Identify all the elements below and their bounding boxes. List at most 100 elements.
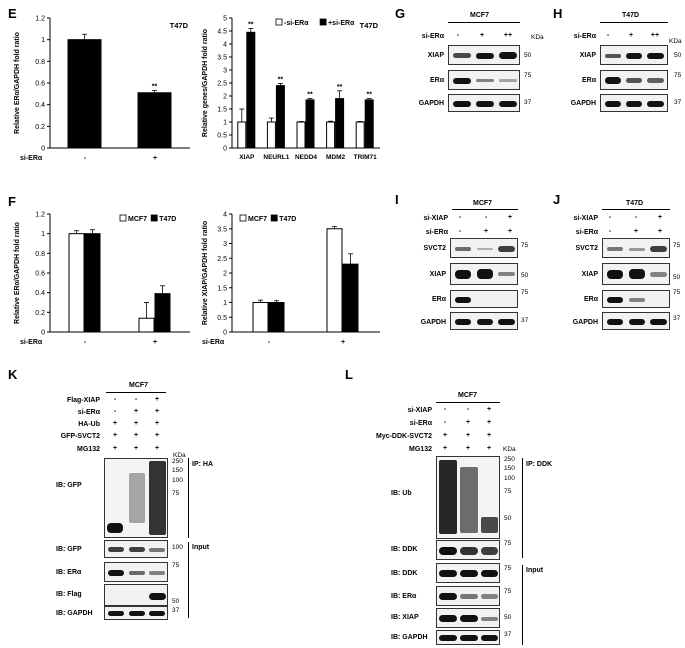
legend-swatch xyxy=(270,214,278,222)
y-tick-label: 1 xyxy=(41,37,45,44)
blot-l-probe-2: IB: DDK xyxy=(391,546,418,553)
blot-g-marker-3: 37 xyxy=(524,99,532,106)
y-tick-label: 0.4 xyxy=(35,290,45,297)
blot-i-row2-label: si-ERα xyxy=(425,229,448,236)
blot-l-row1-sym-3: + xyxy=(486,406,492,413)
blot-i-marker-3: 75 xyxy=(521,289,529,296)
blot-k-row3-sym-2: + xyxy=(133,420,139,427)
blot-l-strip-ddk-ip xyxy=(436,540,500,560)
blot-k-marker-2: 75 xyxy=(172,562,180,569)
blot-k-marker-4: 37 xyxy=(172,607,180,614)
blot-g-marker-2: 75 xyxy=(524,72,532,79)
blot-i-protein-1: SVCT2 xyxy=(423,245,446,252)
blot-j-protein-2: XIAP xyxy=(581,271,598,278)
panel-letter-g: G xyxy=(395,6,406,21)
bar xyxy=(326,228,343,333)
blot-h-sym-2: + xyxy=(628,32,634,39)
significance-mark: ** xyxy=(366,92,372,99)
blot-g-sym-3: ++ xyxy=(503,32,513,39)
blot-h-sym-1: - xyxy=(606,32,610,39)
bar xyxy=(246,31,256,149)
blot-k-strip-gapdh xyxy=(104,606,168,620)
y-tick-label: 4 xyxy=(223,212,227,219)
category-label: MDM2 xyxy=(326,154,346,161)
legend-label: -si-ERα xyxy=(284,20,309,27)
category-label: XIAP xyxy=(239,154,255,161)
blot-g-protein-3: GAPDH xyxy=(418,100,444,107)
blot-l-cell-label: MCF7 xyxy=(458,392,478,399)
blot-l-row4-sym-2: + xyxy=(465,445,471,452)
blot-g-protein-1: XIAP xyxy=(427,52,444,59)
blot-k-row2-sym-1: - xyxy=(113,408,117,415)
bar xyxy=(252,302,269,333)
blot-g-cell-label: MCF7 xyxy=(470,12,490,19)
legend-swatch xyxy=(119,214,127,222)
bar xyxy=(68,233,85,333)
chart-e-genes-fold: 0 0.5 1 1.5 2 2.5 3 3.5 4 4.5 5 Relative genes/GAPD… xyxy=(202,16,380,161)
y-tick-label: 5 xyxy=(223,16,227,23)
blot-h-row-label: si-ERα xyxy=(573,33,596,40)
blot-l-strip-ip xyxy=(436,456,500,539)
chart-e-era-fold: 0 0.2 0.4 0.6 0.8 1 1.2 Relative ERα/GAPDH fold… xyxy=(14,16,190,162)
panel-letter-f: F xyxy=(8,194,16,209)
panel-letter-j: J xyxy=(553,192,561,207)
blot-j-cell-label: T47D xyxy=(626,200,644,207)
blot-l-row2-sym-1: - xyxy=(443,419,447,426)
y-tick-label: 0.5 xyxy=(217,315,227,322)
blot-k-row4-sym-2: + xyxy=(133,432,139,439)
y-tick-label: 0 xyxy=(41,146,45,153)
blot-j-row2-sym-3: + xyxy=(657,228,663,235)
blot-l-ip-marker-1: 250 xyxy=(504,456,515,463)
y-tick-label: 0.4 xyxy=(35,102,45,109)
blot-g-sym-1: - xyxy=(456,32,460,39)
blot-k-row3-label: HA-Ub xyxy=(78,421,100,428)
blot-l-marker-3: 75 xyxy=(504,588,512,595)
bar xyxy=(342,263,359,333)
blot-i-row2-sym-2: + xyxy=(483,228,489,235)
blot-g-marker-1: 50 xyxy=(524,52,532,59)
significance-mark: ** xyxy=(307,92,313,99)
y-tick-label: 0 xyxy=(223,330,227,337)
blot-j-row1-sym-3: + xyxy=(657,214,663,221)
blot-k-kda: KDa xyxy=(173,452,186,459)
blot-i-strip-xiap xyxy=(450,263,518,285)
blot-g-strip-xiap xyxy=(448,45,520,65)
y-tick-label: 3 xyxy=(223,241,227,248)
blot-k-cell-label: MCF7 xyxy=(129,382,149,389)
blot-j-row1-sym-1: - xyxy=(608,214,612,221)
blot-k-probe-4: IB: Flag xyxy=(56,591,82,598)
blot-i-strip-svct2 xyxy=(450,238,518,258)
y-axis-label: Relative ERα/GAPDH fold ratio xyxy=(14,32,21,134)
blot-h-protein-3: GAPDH xyxy=(570,100,596,107)
bar xyxy=(355,121,365,149)
blot-l-input-label: Input xyxy=(526,567,544,574)
blot-l-ip-marker-4: 75 xyxy=(504,488,512,495)
x-row-label: si-ERα xyxy=(202,339,225,346)
chart-tag: T47D xyxy=(170,21,189,30)
blot-j-marker-4: 37 xyxy=(673,315,681,322)
blot-l-row1-sym-1: - xyxy=(443,406,447,413)
blot-k-probe-1: IB: GFP xyxy=(56,482,82,489)
blot-h-strip-xiap xyxy=(600,45,668,65)
bar xyxy=(296,121,306,149)
blot-i-cell-label: MCF7 xyxy=(473,200,493,207)
legend-label: T47D xyxy=(159,216,176,223)
blot-j-protein-1: SVCT2 xyxy=(575,245,598,252)
blot-l-row2-sym-3: + xyxy=(486,419,492,426)
blot-l-probe-5: IB: XIAP xyxy=(391,614,419,621)
blot-k-row1-sym-3: + xyxy=(154,396,160,403)
blot-j-row2-label: si-ERα xyxy=(575,229,598,236)
bar xyxy=(154,293,171,333)
blot-h-marker-2: 75 xyxy=(674,72,682,79)
blot-h-cell-label: T47D xyxy=(622,12,640,19)
blot-k-row4-sym-1: + xyxy=(112,432,118,439)
legend-swatch xyxy=(275,18,283,26)
blot-j-strip-xiap xyxy=(602,263,670,285)
y-tick-label: 0.6 xyxy=(35,81,45,88)
y-tick-label: 3 xyxy=(223,68,227,75)
legend-swatch xyxy=(319,18,327,26)
significance-mark: ** xyxy=(248,21,254,28)
legend-swatch xyxy=(239,214,247,222)
blot-l-row2-sym-2: + xyxy=(465,419,471,426)
category-label: - xyxy=(84,339,87,346)
